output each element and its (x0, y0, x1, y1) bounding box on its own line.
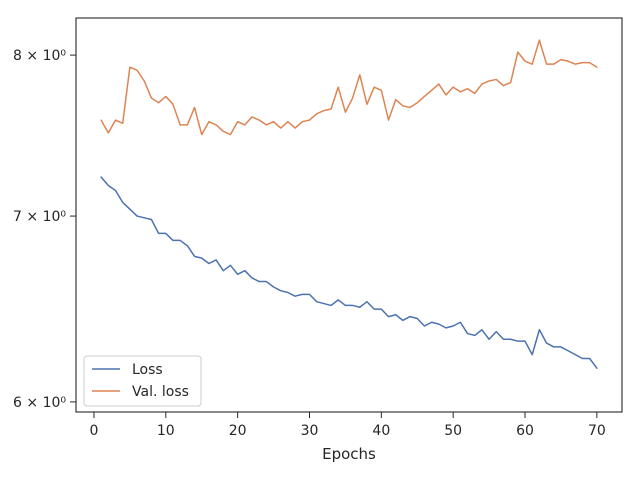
y-axis: 6 × 10⁰ 7 × 10⁰ 8 × 10⁰ (13, 48, 76, 411)
x-tick-label: 70 (588, 423, 606, 439)
x-axis-label: Epochs (322, 445, 376, 463)
series-line-val-loss (100, 39, 598, 136)
plot-frame (75, 17, 623, 413)
series-layer (100, 39, 598, 369)
x-tick-label: 60 (516, 423, 534, 439)
y-tick-label: 8 × 10⁰ (13, 48, 66, 64)
x-tick-label: 20 (229, 423, 247, 439)
x-tick-label: 10 (157, 423, 175, 439)
x-tick-label: 30 (301, 423, 319, 439)
plot-background (76, 18, 622, 412)
legend-label-loss: Loss (132, 362, 163, 378)
y-tick-label: 7 × 10⁰ (13, 209, 66, 225)
x-tick-label: 50 (444, 423, 462, 439)
x-tick-label: 40 (372, 423, 390, 439)
legend-label-val-loss: Val. loss (132, 384, 189, 400)
x-axis: 0 10 20 30 40 50 60 70 (89, 412, 606, 439)
y-tick-label: 6 × 10⁰ (13, 395, 66, 411)
series-line-loss (100, 176, 598, 369)
legend: Loss Val. loss (83, 355, 202, 407)
x-tick-label: 0 (89, 423, 98, 439)
